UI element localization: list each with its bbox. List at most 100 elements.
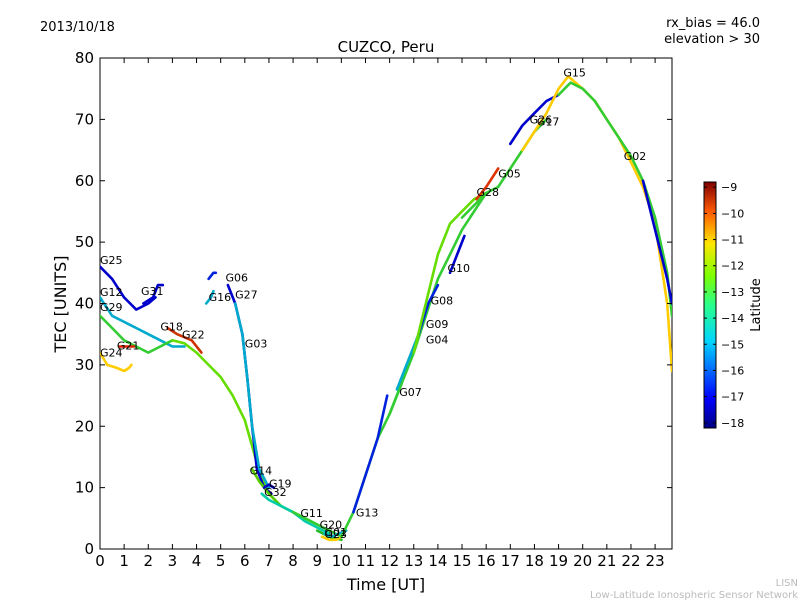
series-layer — [100, 75, 672, 542]
label-g12: G12 — [100, 286, 123, 299]
plot-area — [99, 57, 673, 550]
series-g07 — [352, 394, 389, 514]
chart-title: CUZCO, Peru — [338, 38, 435, 56]
colorbar — [703, 181, 717, 429]
x-tick-label-17: 17 — [501, 552, 520, 570]
label-g11: G11 — [300, 507, 323, 520]
series-g24 — [100, 351, 133, 373]
x-tick-label-6: 6 — [240, 552, 250, 570]
x-tick-label-22: 22 — [621, 552, 640, 570]
label-g20: G20 — [320, 519, 343, 532]
footer-network: Low-Latitude Ionospheric Sensor Network — [590, 590, 798, 600]
footer-lisn: LISN — [776, 578, 798, 589]
label-g26: G26 — [530, 114, 553, 127]
y-tick-label-10: 10 — [75, 479, 94, 497]
x-tick-label-9: 9 — [312, 552, 322, 570]
x-tick-label-8: 8 — [288, 552, 298, 570]
y-tick-label-40: 40 — [75, 295, 94, 313]
label-g15: G15 — [563, 66, 586, 79]
label-g09: G09 — [426, 318, 449, 331]
label-g28: G28 — [477, 186, 500, 199]
label-g25: G25 — [100, 254, 123, 267]
x-tick-label-16: 16 — [477, 552, 496, 570]
label-g27: G27 — [235, 289, 258, 302]
series-g02 — [557, 81, 672, 318]
label-g31: G31 — [141, 285, 164, 298]
label-g13: G13 — [356, 506, 379, 519]
x-tick-label-10: 10 — [332, 552, 351, 570]
y-axis-label: TEC [UNITS] — [51, 256, 70, 354]
label-g19: G19 — [269, 478, 292, 491]
series-g12 — [100, 296, 186, 348]
y-tick-label-70: 70 — [75, 110, 94, 128]
label-g03: G03 — [245, 338, 268, 351]
colorbar-ticks: −9 −10 −11 −12 −13 −14 −15 −16 −17 −18 — [704, 181, 744, 430]
label-g18: G18 — [160, 321, 183, 334]
label-g14: G14 — [250, 465, 273, 478]
colorbar-tick-label: −9 — [721, 181, 737, 194]
x-tick-label-23: 23 — [646, 552, 665, 570]
colorbar-tick-label: −13 — [721, 286, 744, 299]
series-g16 — [204, 289, 215, 305]
colorbar-label: Latitude — [749, 278, 764, 332]
series-g17 — [508, 93, 560, 146]
label-g06: G06 — [226, 271, 249, 284]
x-tick-label-2: 2 — [143, 552, 153, 570]
colorbar-tick-label: −15 — [721, 338, 744, 351]
x-tick-label-18: 18 — [525, 552, 544, 570]
series-g09 — [388, 191, 488, 416]
x-tick-label-7: 7 — [264, 552, 274, 570]
date-label: 2013/10/18 — [40, 20, 115, 35]
label-g10: G10 — [448, 262, 471, 275]
y-axis: 0 10 20 30 40 50 60 70 80 — [75, 49, 672, 558]
label-g29: G29 — [100, 301, 123, 314]
x-tick-label-12: 12 — [380, 552, 399, 570]
label-g24: G24 — [100, 346, 123, 359]
y-tick-label-80: 80 — [75, 49, 94, 67]
y-tick-label-60: 60 — [75, 172, 94, 190]
label-g02: G02 — [624, 150, 647, 163]
label-g04: G04 — [426, 333, 449, 346]
series-g18 — [166, 326, 203, 354]
y-tick-label-30: 30 — [75, 356, 94, 374]
colorbar-tick-label: −14 — [721, 312, 744, 325]
colorbar-tick-label: −12 — [721, 260, 744, 273]
y-tick-label-0: 0 — [84, 540, 94, 558]
series-g10 — [448, 234, 466, 275]
x-tick-label-15: 15 — [452, 552, 471, 570]
colorbar-tick-label: −18 — [721, 417, 744, 430]
colorbar-tick-label: −10 — [721, 207, 744, 220]
series-g25 — [100, 265, 157, 311]
x-tick-label-14: 14 — [428, 552, 447, 570]
x-tick-label-0: 0 — [95, 552, 105, 570]
label-g23: G23 — [324, 528, 347, 541]
label-g17: G17 — [537, 116, 560, 129]
label-g07: G07 — [399, 386, 422, 399]
label-g01: G01 — [324, 526, 347, 539]
series-g06 — [207, 271, 218, 281]
colorbar-tick-label: −17 — [721, 391, 744, 404]
x-tick-label-21: 21 — [597, 552, 616, 570]
series-g28 — [475, 167, 500, 201]
colorbar-tick-label: −11 — [721, 234, 744, 247]
x-tick-label-4: 4 — [192, 552, 202, 570]
series-g26 — [412, 191, 488, 354]
y-tick-label-50: 50 — [75, 233, 94, 251]
x-axis-label: Time [UT] — [346, 575, 425, 594]
x-tick-label-20: 20 — [573, 552, 592, 570]
elevation-label: elevation > 30 — [664, 32, 760, 47]
x-tick-label-13: 13 — [404, 552, 423, 570]
colorbar-tick-label: −16 — [721, 364, 744, 377]
y-tick-label-20: 20 — [75, 417, 94, 435]
series-g11 — [291, 510, 343, 539]
label-g22: G22 — [182, 328, 205, 341]
x-tick-label-1: 1 — [119, 552, 129, 570]
rx-bias-label: rx_bias = 46.0 — [666, 16, 760, 31]
series-g23 — [320, 535, 343, 542]
x-tick-label-5: 5 — [216, 552, 226, 570]
label-g21: G21 — [117, 340, 140, 353]
label-g08: G08 — [431, 295, 454, 308]
series-g29 — [100, 314, 174, 354]
